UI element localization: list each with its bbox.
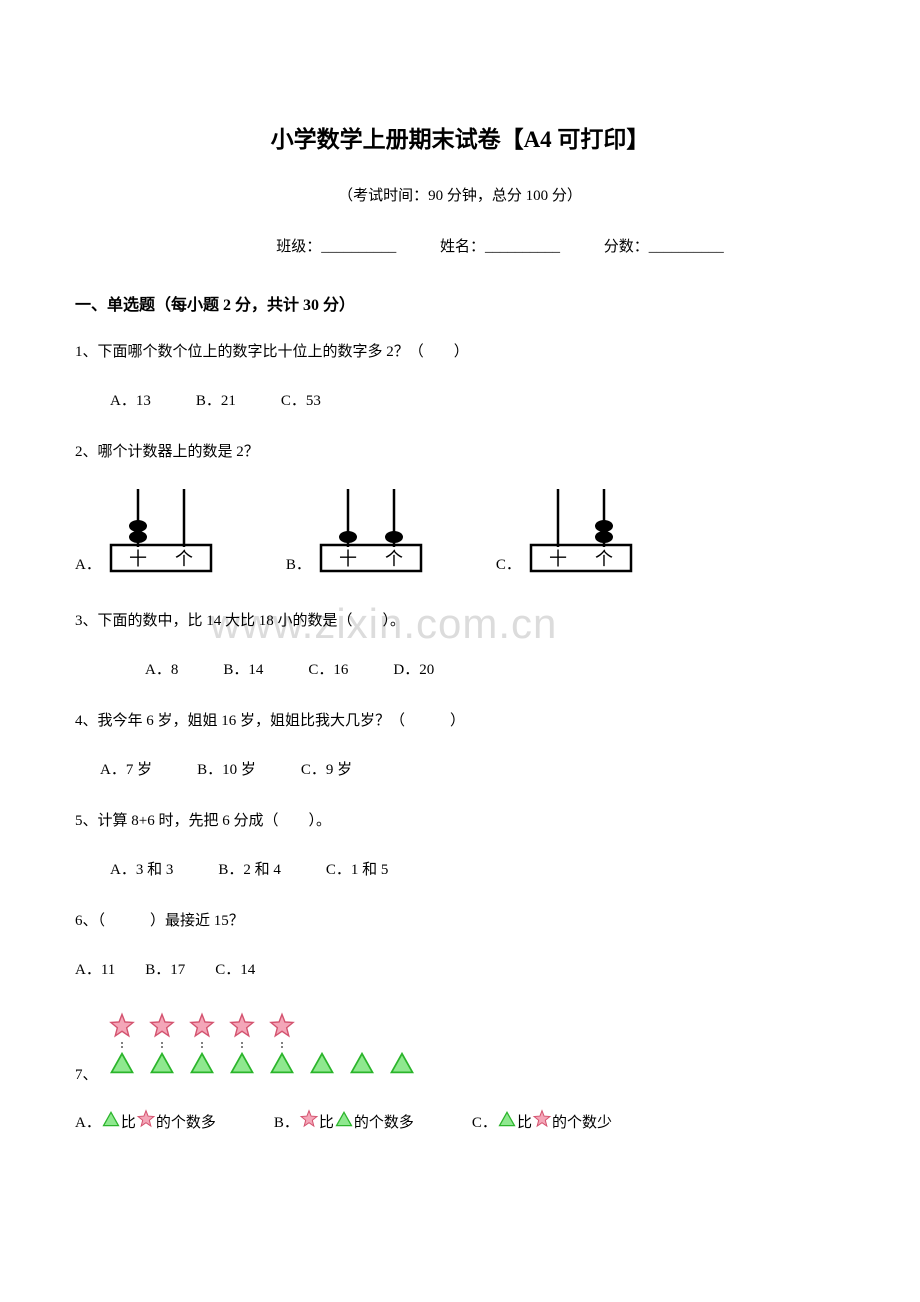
name-field: 姓名：__________ — [440, 239, 560, 255]
q7-b-post: 的个数多 — [354, 1111, 414, 1132]
q5-opt-b: B．2 和 4 — [218, 858, 281, 879]
q7-c-mid: 比 — [517, 1111, 532, 1132]
q5-opt-c: C．1 和 5 — [326, 858, 389, 879]
q4-opt-a: A．7 岁 — [100, 758, 152, 779]
star-icon — [136, 1109, 156, 1134]
q4-opt-b: B．10 岁 — [197, 758, 256, 779]
q7-a-pre: A． — [75, 1111, 101, 1132]
q6-opt-a: A．11 — [75, 958, 115, 979]
q6-text: 6、（ ）最接近 15？ — [75, 909, 845, 933]
q5-opt-a: A．3 和 3 — [110, 858, 173, 879]
class-field: 班级：__________ — [276, 239, 396, 255]
abacus-icon-b: 十 个 — [316, 489, 426, 579]
q7-label: 7、 — [75, 1063, 98, 1084]
q1-opt-a: A．13 — [110, 389, 151, 410]
score-field: 分数：__________ — [604, 239, 724, 255]
q7-options: A． 比 的个数多 B． 比 的个数多 C． 比 的个数少 — [75, 1109, 845, 1134]
q6-opt-b: B．17 — [145, 958, 185, 979]
q1-text: 1、下面哪个数个位上的数字比十位上的数字多 2？（ ） — [75, 340, 845, 364]
q3-opt-d: D．20 — [393, 658, 434, 679]
q2-opt-a-label: A． — [75, 553, 101, 574]
triangle-icon — [334, 1109, 354, 1134]
svg-text:十: 十 — [339, 549, 357, 569]
q2-options: A． 十 个 B． 十 个 C． 十 个 — [75, 489, 845, 579]
q1-options: A．13 B．21 C．53 — [75, 389, 845, 410]
svg-text:个: 个 — [175, 549, 193, 569]
section-1-header: 一、单选题（每小题 2 分，共计 30 分） — [75, 291, 845, 315]
q7-figure: 7、 — [75, 1009, 845, 1084]
triangle-icon — [101, 1109, 121, 1134]
q7-a-post: 的个数多 — [156, 1111, 216, 1132]
q3-text: 3、下面的数中，比 14 大比 18 小的数是（ ）。 — [75, 609, 845, 633]
svg-text:十: 十 — [129, 549, 147, 569]
q1-opt-c: C．53 — [281, 389, 321, 410]
q2-opt-c-label: C． — [496, 553, 521, 574]
q7-c-post: 的个数少 — [552, 1111, 612, 1132]
q3-opt-a: A．8 — [145, 658, 178, 679]
q4-text: 4、我今年 6 岁，姐姐 16 岁，姐姐比我大几岁？（ ） — [75, 709, 845, 733]
q7-c-pre: C． — [472, 1111, 497, 1132]
star-icon — [532, 1109, 552, 1134]
q4-options: A．7 岁 B．10 岁 C．9 岁 — [75, 758, 845, 779]
q6-opt-c: C．14 — [215, 958, 255, 979]
q5-text: 5、计算 8+6 时，先把 6 分成（ ）。 — [75, 809, 845, 833]
q5-options: A．3 和 3 B．2 和 4 C．1 和 5 — [75, 858, 845, 879]
star-triangle-icon — [103, 1009, 433, 1084]
q7-b-pre: B． — [274, 1111, 299, 1132]
q2-opt-b-label: B． — [286, 553, 311, 574]
exam-info: （考试时间：90 分钟，总分 100 分） — [75, 184, 845, 205]
q3-opt-c: C．16 — [308, 658, 348, 679]
q1-opt-b: B．21 — [196, 389, 236, 410]
svg-text:个: 个 — [595, 549, 613, 569]
svg-text:个: 个 — [385, 549, 403, 569]
q2-text: 2、哪个计数器上的数是 2？ — [75, 440, 845, 464]
svg-text:十: 十 — [549, 549, 567, 569]
abacus-icon-c: 十 个 — [526, 489, 636, 579]
fill-line: 班级：__________ 姓名：__________ 分数：_________… — [75, 235, 845, 256]
q4-opt-c: C．9 岁 — [301, 758, 352, 779]
q6-options: A．11 B．17 C．14 — [75, 958, 845, 979]
q7-b-mid: 比 — [319, 1111, 334, 1132]
triangle-icon — [497, 1109, 517, 1134]
abacus-icon-a: 十 个 — [106, 489, 216, 579]
page-title: 小学数学上册期末试卷【A4 可打印】 — [75, 120, 845, 154]
q7-a-mid: 比 — [121, 1111, 136, 1132]
star-icon — [299, 1109, 319, 1134]
q3-options: A．8 B．14 C．16 D．20 — [75, 658, 845, 679]
q3-opt-b: B．14 — [223, 658, 263, 679]
